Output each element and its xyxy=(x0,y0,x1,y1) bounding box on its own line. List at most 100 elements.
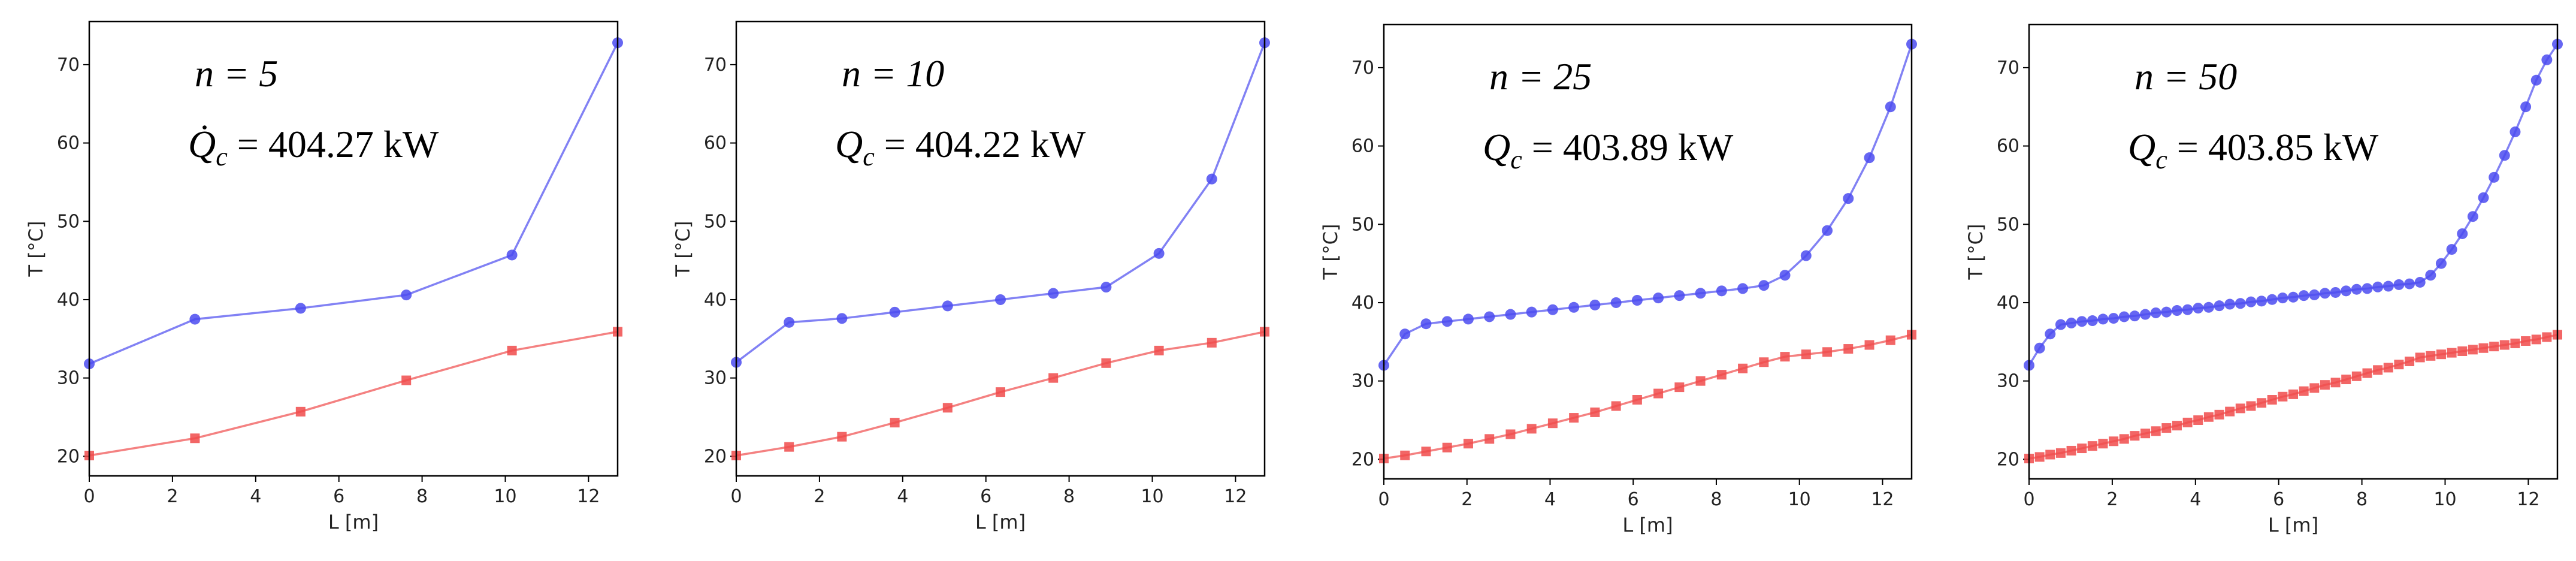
chart: 20 30 40 50 60 70 0 2 4 6 8 10 12 L [m] T [°C] n = 50 Qc… xyxy=(1964,23,2563,536)
y-tick-label: 20 xyxy=(704,446,727,467)
marker xyxy=(2034,452,2045,462)
y-tick-label: 60 xyxy=(1997,136,2019,157)
marker xyxy=(2457,228,2468,239)
marker xyxy=(2351,371,2362,381)
marker xyxy=(2510,126,2521,138)
y-tick-label: 40 xyxy=(57,289,80,310)
marker xyxy=(2245,296,2257,307)
x-tick-label: 8 xyxy=(416,486,428,507)
marker xyxy=(2097,313,2109,325)
marker xyxy=(2351,283,2362,295)
x-tick-label: 8 xyxy=(1063,486,1075,507)
marker xyxy=(1590,407,1600,417)
x-tick-label: 4 xyxy=(897,486,908,507)
marker xyxy=(2256,295,2267,307)
marker xyxy=(190,433,200,444)
marker xyxy=(1568,301,1580,313)
marker xyxy=(1864,152,1875,164)
marker xyxy=(890,418,900,428)
marker xyxy=(2288,291,2299,303)
y-tick-label: 70 xyxy=(1997,58,2019,79)
marker xyxy=(2414,276,2426,288)
marker xyxy=(1738,363,1748,373)
x-tick-label: 4 xyxy=(250,486,261,507)
marker xyxy=(2499,340,2510,350)
marker xyxy=(2330,286,2341,298)
marker xyxy=(1048,373,1059,383)
marker xyxy=(1547,418,1558,429)
annotation-subscript: c xyxy=(2155,145,2167,174)
marker xyxy=(2140,309,2151,320)
marker xyxy=(2277,292,2288,304)
x-tick-label: 6 xyxy=(2273,489,2284,510)
marker xyxy=(2077,444,2087,454)
marker xyxy=(2435,258,2447,269)
marker xyxy=(2171,305,2182,316)
marker xyxy=(836,313,848,324)
marker xyxy=(2489,342,2499,352)
marker xyxy=(1505,309,1516,320)
marker xyxy=(2150,307,2161,318)
marker xyxy=(2087,315,2098,327)
marker xyxy=(2045,328,2056,340)
y-tick-label: 40 xyxy=(704,289,727,310)
marker xyxy=(2267,395,2277,405)
y-axis-label: T [°C] xyxy=(672,221,694,277)
marker xyxy=(1462,313,1474,325)
x-tick-label: 12 xyxy=(1871,489,1894,510)
marker xyxy=(2278,391,2288,402)
marker xyxy=(889,306,900,318)
series-line xyxy=(1383,333,1912,460)
marker xyxy=(837,432,847,442)
x-tick-label: 2 xyxy=(1461,489,1473,510)
marker xyxy=(1864,340,1874,350)
marker xyxy=(2468,345,2478,355)
annotation-subscript: c xyxy=(1510,145,1522,174)
y-tick-label: 50 xyxy=(1352,214,1374,235)
marker xyxy=(1100,282,1112,293)
marker xyxy=(2130,431,2140,441)
marker xyxy=(995,294,1006,305)
marker xyxy=(2426,351,2436,361)
y-tick-label: 30 xyxy=(1352,371,1374,392)
marker xyxy=(1759,357,1769,367)
marker xyxy=(2404,278,2415,289)
marker xyxy=(1716,370,1727,380)
marker xyxy=(2341,375,2351,385)
marker xyxy=(295,303,306,314)
marker xyxy=(2214,300,2225,312)
marker xyxy=(2394,360,2404,370)
marker xyxy=(784,316,795,328)
y-tick-label: 70 xyxy=(1352,58,1374,79)
marker xyxy=(2383,363,2393,373)
marker xyxy=(401,289,412,301)
marker xyxy=(2129,310,2140,322)
marker xyxy=(1154,345,1164,355)
marker xyxy=(1441,316,1453,327)
marker xyxy=(2521,336,2531,346)
marker xyxy=(2076,316,2088,327)
marker xyxy=(2172,421,2182,431)
marker xyxy=(1716,285,1727,297)
marker xyxy=(2161,423,2172,433)
x-tick-label: 6 xyxy=(1628,489,1639,510)
x-tick-label: 4 xyxy=(2190,489,2201,510)
y-tick-label: 50 xyxy=(704,211,727,232)
y-tick-label: 40 xyxy=(1997,292,2019,313)
annotation-text: = 404.27 kW xyxy=(228,123,439,165)
marker xyxy=(1526,424,1537,434)
x-tick-label: 6 xyxy=(980,486,991,507)
marker xyxy=(1421,447,1431,457)
marker xyxy=(2446,244,2457,255)
marker xyxy=(2436,349,2446,360)
marker xyxy=(2246,401,2256,411)
series-line xyxy=(735,42,1266,363)
marker xyxy=(2140,429,2151,439)
marker xyxy=(1611,401,1621,411)
marker xyxy=(1695,288,1706,299)
y-tick-label: 70 xyxy=(704,55,727,76)
marker xyxy=(2108,313,2120,324)
marker xyxy=(1779,270,1791,281)
annotation: Q̇c = 404.27 kW xyxy=(188,123,439,171)
chart: 20 30 40 50 60 70 0 2 4 6 8 10 12 L [m] T [°C] n = 25 Qc… xyxy=(1319,23,1917,536)
